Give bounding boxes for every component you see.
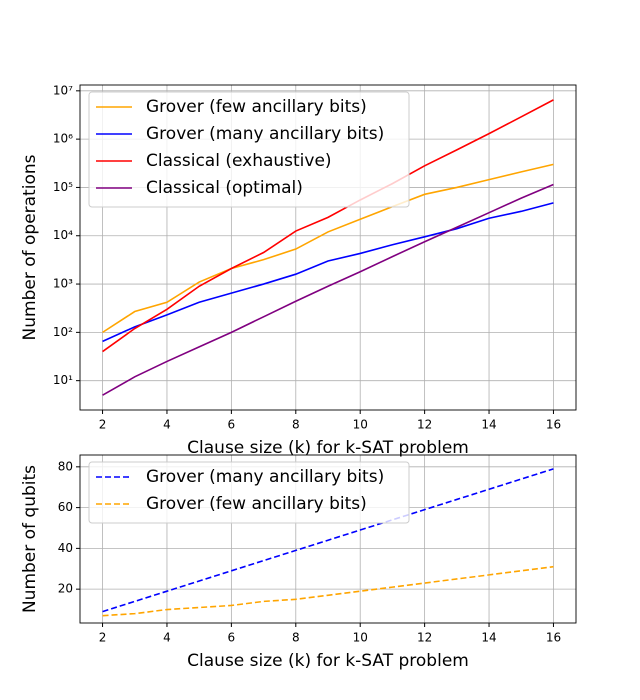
- y-tick-label: 10⁷: [53, 83, 73, 97]
- y-tick-label: 40: [58, 541, 73, 555]
- data-line: [102, 183, 554, 396]
- x-tick-label: 16: [546, 418, 561, 432]
- legend-label: Grover (many ancillary bits): [146, 467, 384, 487]
- y-tick-label: 10²: [53, 325, 73, 339]
- data-line: [102, 99, 554, 353]
- legend: Grover (many ancillary bits) Grover (few …: [88, 461, 410, 524]
- x-tick-label: 4: [163, 418, 171, 432]
- x-tick-label: 6: [228, 631, 236, 645]
- x-tick-label: 2: [99, 631, 107, 645]
- legend-label: Grover (few ancillary bits): [146, 494, 367, 514]
- legend-label: Classical (exhaustive): [146, 151, 332, 171]
- x-tick-label: 10: [353, 418, 368, 432]
- x-tick-label: 16: [546, 631, 561, 645]
- x-tick-label: 6: [228, 418, 236, 432]
- axes-frame: [79, 84, 577, 411]
- data-line: [102, 468, 554, 613]
- y-axis-label: Number of qubits: [20, 465, 40, 613]
- x-tick-label: 14: [481, 631, 496, 645]
- data-line: [102, 202, 554, 343]
- y-tick-label: 80: [58, 459, 73, 473]
- x-tick-label: 4: [163, 631, 171, 645]
- y-tick-label: 10⁴: [53, 228, 73, 242]
- x-tick-label: 8: [292, 631, 300, 645]
- data-line: [102, 565, 554, 617]
- legend-box: [88, 461, 410, 524]
- y-tick-label: 60: [58, 500, 73, 514]
- legend-label: Classical (optimal): [146, 178, 303, 198]
- y-tick-label: 10⁵: [53, 180, 73, 194]
- x-tick-label: 2: [99, 418, 107, 432]
- x-axis-label: Clause size (k) for k-SAT problem: [187, 438, 469, 458]
- legend-box: [88, 91, 410, 208]
- legend-label: Grover (many ancillary bits): [146, 124, 384, 144]
- x-tick-label: 14: [481, 418, 496, 432]
- x-tick-label: 12: [417, 418, 432, 432]
- y-tick-label: 20: [58, 582, 73, 596]
- y-tick-label: 10¹: [53, 373, 73, 387]
- axes-frame: [79, 454, 577, 624]
- x-tick-label: 8: [292, 418, 300, 432]
- x-tick-label: 10: [353, 631, 368, 645]
- legend: Grover (few ancillary bits) Grover (many …: [88, 91, 410, 208]
- data-line: [102, 163, 554, 334]
- x-axis-label: Clause size (k) for k-SAT problem: [187, 651, 469, 671]
- x-tick-label: 12: [417, 631, 432, 645]
- y-tick-label: 10⁶: [53, 132, 73, 146]
- legend-label: Grover (few ancillary bits): [146, 97, 367, 117]
- y-tick-label: 10³: [53, 277, 73, 291]
- y-axis-label: Number of operations: [20, 154, 40, 340]
